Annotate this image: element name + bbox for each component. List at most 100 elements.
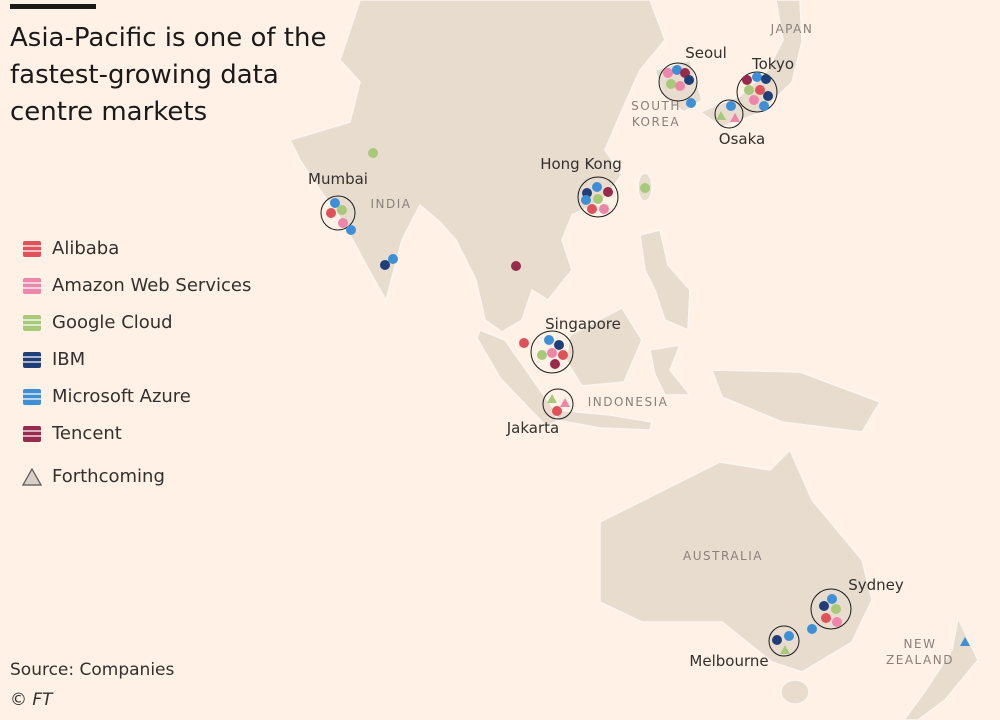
region-line: KOREA [632,115,680,129]
legend-label: Google Cloud [52,312,173,333]
data-centre-marker [537,350,547,360]
city-label: Hong Kong [540,155,622,173]
asia-mainland [288,0,666,333]
city-label: Mumbai [308,170,368,188]
tasmania [780,679,810,705]
data-centre-marker [550,359,560,369]
data-centre-marker [744,85,754,95]
legend-item: Forthcoming [22,458,251,495]
philippines [639,229,691,332]
title-bar [10,4,96,9]
forthcoming-marker [730,113,740,122]
data-centre-marker [763,91,773,101]
sumatra [476,329,564,427]
data-centre-marker [388,254,398,264]
city-label: Jakarta [506,419,559,437]
city-label: Singapore [545,315,621,333]
city-label: Tokyo [751,55,794,73]
data-centre-marker [831,604,841,614]
legend-icon [23,314,41,331]
legend-icon [23,351,41,368]
data-centre-marker [672,65,682,75]
city-label: Seoul [685,44,727,62]
forthcoming-marker [960,637,970,646]
data-centre-marker [742,75,752,85]
data-centre-marker [593,194,603,204]
city-ring [810,588,852,630]
data-centre-marker [684,75,694,85]
data-centre-marker [603,187,613,197]
legend-item: Amazon Web Services [22,267,251,304]
legend-item: IBM [22,341,251,378]
legend-label: Alibaba [52,238,120,259]
city-ring [658,62,698,102]
server-icon [23,425,41,442]
data-centre-marker [346,225,356,235]
data-centre-marker [592,182,602,192]
data-centre-marker [821,613,831,623]
city-ring [542,388,574,420]
forthcoming-marker [560,398,570,407]
city-ring [714,99,744,129]
data-centre-marker [640,183,650,193]
legend-label: Microsoft Azure [52,386,191,407]
data-centre-marker [759,101,769,111]
data-centre-marker [761,74,771,84]
source: Source: Companies [10,660,175,680]
new-zealand [903,615,979,720]
city-label: Osaka [719,130,765,148]
data-centre-marker [326,208,336,218]
borneo [565,307,643,387]
legend-icon [23,388,41,405]
legend-item: Microsoft Azure [22,378,251,415]
legend-label: IBM [52,349,86,370]
region-label: SOUTH KOREA [631,99,681,129]
data-centre-marker [330,198,340,208]
data-centre-marker [807,624,817,634]
sulawesi [649,344,692,396]
region-line: SOUTH [631,99,681,113]
australia [599,448,873,673]
data-centre-marker [337,205,347,215]
triangle-icon [22,467,42,486]
data-centre-marker [368,148,378,158]
data-centre-marker [558,350,568,360]
city-ring [577,176,619,218]
data-centre-marker [554,340,564,350]
forthcoming-marker [547,394,557,403]
data-centre-marker [338,218,348,228]
region-line: ZEALAND [886,653,954,667]
data-centre-marker [581,195,591,205]
legend-icon [23,277,41,294]
legend-item: Tencent [22,415,251,452]
data-centre-marker [380,260,390,270]
data-centre-marker [663,68,673,78]
region-label: JAPAN [770,22,814,36]
server-icon [23,388,41,405]
region-label: AUSTRALIA [683,549,763,563]
data-centre-marker [749,95,759,105]
city-ring [530,330,574,374]
forthcoming-marker [780,645,790,654]
data-centre-marker [686,98,696,108]
data-centre-marker [599,204,609,214]
data-centre-marker [772,635,782,645]
city-ring [320,195,356,231]
region-label: INDIA [370,197,411,211]
data-centre-marker [827,594,837,604]
city-label: Sydney [848,576,904,594]
legend-item: Alibaba [22,230,251,267]
data-centre-marker [666,79,676,89]
data-centre-marker [832,617,842,627]
legend: Alibaba Amazon Web Services Google Cloud IB… [22,230,251,495]
title: Asia-Pacific is one of the fastest-growi… [10,23,327,127]
server-icon [23,314,41,331]
data-centre-marker [547,348,557,358]
copyright: © FT [10,690,53,710]
data-centre-marker [755,85,765,95]
forthcoming-marker [716,111,726,120]
data-centre-marker [726,101,736,111]
region-line: NEW [904,637,937,651]
server-icon [23,240,41,257]
